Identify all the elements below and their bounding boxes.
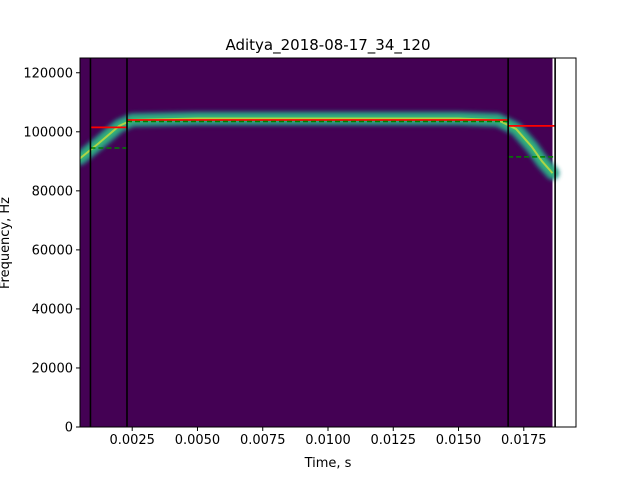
y-axis-label: Frequency, Hz <box>0 197 13 289</box>
x-tick-label-6: 0.0175 <box>501 433 547 448</box>
x-tick-label-2: 0.0075 <box>240 433 286 448</box>
x-axis: 0.0025 0.0050 0.0075 0.0100 0.0125 0.0150 0.01… <box>109 427 547 448</box>
x-tick-label-0: 0.0025 <box>109 433 155 448</box>
y-tick-label-2: 40000 <box>32 302 73 317</box>
y-tick-label-6: 120000 <box>23 66 73 81</box>
y-tick-label-3: 60000 <box>32 243 73 258</box>
y-axis: 0 20000 40000 60000 80000 100000 120000 <box>23 66 80 436</box>
x-tick-label-3: 0.0100 <box>305 433 351 448</box>
x-axis-label: Time, s <box>304 456 352 471</box>
y-tick-label-5: 100000 <box>23 125 73 140</box>
y-tick-label-1: 20000 <box>32 361 73 376</box>
x-tick-label-5: 0.0150 <box>436 433 482 448</box>
x-tick-label-1: 0.0050 <box>175 433 221 448</box>
y-tick-label-0: 0 <box>65 421 73 436</box>
y-tick-label-4: 80000 <box>32 184 73 199</box>
x-tick-label-4: 0.0125 <box>371 433 417 448</box>
chart-title: Aditya_2018-08-17_34_120 <box>225 36 430 55</box>
call-band-core <box>80 117 554 174</box>
